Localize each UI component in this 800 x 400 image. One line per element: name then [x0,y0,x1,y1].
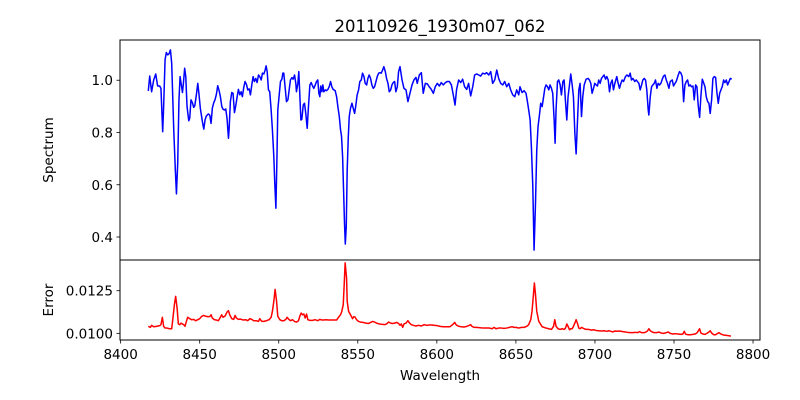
x-tick-label: 8400 [103,347,137,363]
chart-title: 20110926_1930m07_062 [334,17,545,37]
spectrum-y-tick-label: 0.6 [92,178,113,194]
x-tick-label: 8650 [499,347,533,363]
x-tick-label: 8550 [341,347,375,363]
spectrum-y-tick-label: 1.0 [92,73,113,89]
x-tick-label: 8750 [657,347,691,363]
x-tick-label: 8450 [183,347,217,363]
x-axis-label: Wavelength [400,368,480,384]
spectrum-y-tick-label: 0.8 [92,125,113,141]
x-tick-label: 8800 [736,347,770,363]
spectrum-series-line [147,49,733,251]
error-y-axis-label: Error [41,283,57,316]
spectrum-y-tick-label: 0.4 [92,230,113,246]
error-y-tick-label: 0.0125 [66,284,113,300]
error-y-tick-label: 0.0100 [66,326,113,342]
error-series-line [147,262,732,337]
x-tick-label: 8600 [420,347,454,363]
error-axes-frame [119,259,761,341]
spectrum-y-axis-label: Spectrum [41,117,57,182]
x-tick-label: 8700 [578,347,612,363]
x-tick-label: 8500 [262,347,296,363]
error-axes: 0.0100 0.0125 8400 8450 8500 8550 8600 8650 8700… [66,259,770,363]
